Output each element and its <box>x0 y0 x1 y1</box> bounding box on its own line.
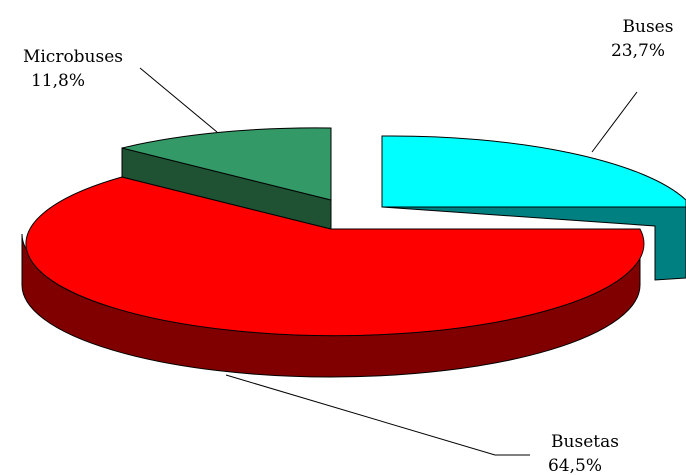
slice-buses-top <box>381 135 686 208</box>
leader-line-microbuses <box>139 67 218 133</box>
slice-microbuses <box>121 127 332 230</box>
label-busetas-value: 64,5% <box>548 456 602 475</box>
leader-line-buses <box>591 91 638 153</box>
label-buses-value: 23,7% <box>611 41 665 61</box>
label-buses-name: Buses <box>623 17 674 37</box>
leader-line-busetas <box>225 374 530 456</box>
label-busetas-name: Busetas <box>551 432 619 452</box>
slice-microbuses-top <box>121 127 332 201</box>
slice-buses <box>381 135 686 281</box>
label-microbuses-name: Microbuses <box>23 47 123 67</box>
slice-busetas-top <box>25 176 645 337</box>
label-microbuses-value: 11,8% <box>31 71 85 91</box>
